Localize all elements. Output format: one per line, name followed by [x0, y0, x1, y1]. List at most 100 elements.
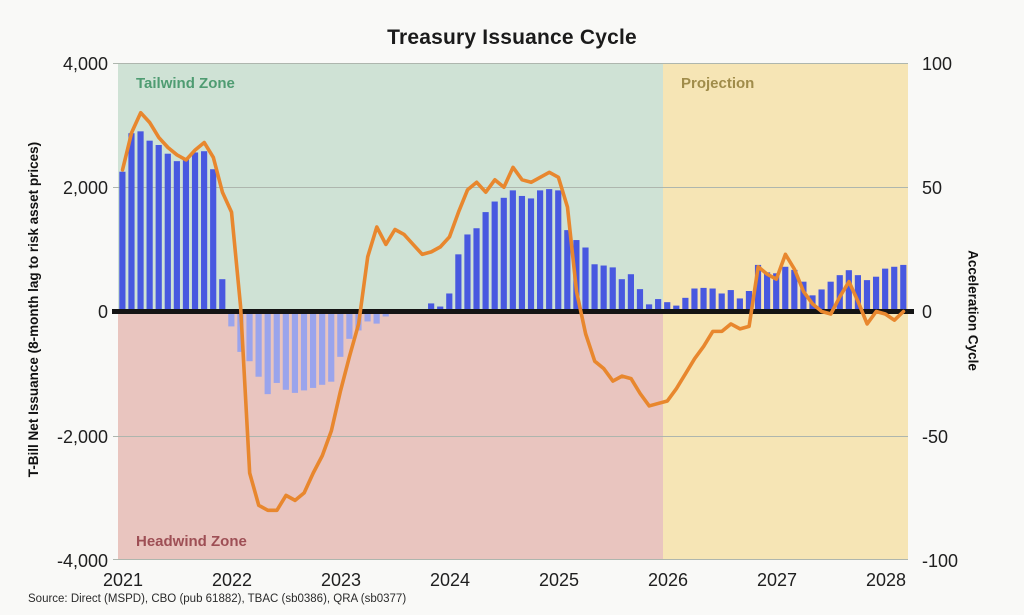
issuance-bar: [827, 281, 834, 312]
xtick-2023: 2023: [320, 570, 362, 590]
issuance-bar: [128, 133, 135, 312]
xtick-2024: 2024: [429, 570, 471, 590]
issuance-bar: [146, 140, 153, 312]
issuance-bar: [137, 131, 144, 312]
issuance-bar: [645, 304, 653, 312]
right-ytick-0: 0: [922, 302, 933, 322]
projection-zone-label: Projection: [681, 75, 755, 92]
issuance-bar: [264, 311, 271, 395]
issuance-bar: [600, 265, 607, 312]
gridline-minus-2000: [113, 436, 908, 437]
issuance-bar: [491, 201, 498, 312]
xtick-2022: 2022: [211, 570, 253, 590]
issuance-bar: [591, 264, 598, 312]
issuance-bar: [564, 230, 571, 312]
issuance-bar: [782, 266, 789, 312]
issuance-bar: [182, 159, 190, 312]
issuance-bar: [527, 198, 535, 312]
issuance-bar: [818, 289, 825, 312]
issuance-bar: [455, 254, 462, 312]
headwind-zone-label: Headwind Zone: [136, 533, 247, 550]
issuance-bar: [255, 311, 262, 377]
issuance-bar: [219, 279, 226, 312]
issuance-bar: [754, 264, 762, 312]
issuance-bar: [800, 281, 807, 312]
issuance-bar: [337, 311, 344, 357]
issuance-bar: [300, 311, 308, 391]
issuance-bar: [428, 303, 435, 312]
gridline-top: [113, 63, 908, 64]
issuance-bar: [119, 171, 126, 312]
right-ytick-m100: -100: [922, 551, 959, 571]
issuance-bar: [673, 305, 680, 312]
right-ytick-100: 100: [922, 54, 953, 74]
issuance-bar: [500, 197, 507, 312]
issuance-bar: [736, 298, 743, 312]
issuance-bar: [546, 189, 553, 312]
issuance-bar: [618, 279, 625, 312]
xtick-2025: 2025: [538, 570, 580, 590]
issuance-bar: [228, 311, 235, 327]
xtick-2021: 2021: [102, 570, 144, 590]
issuance-bar: [627, 274, 634, 312]
left-ytick-2000: 2,000: [62, 178, 108, 198]
issuance-bar: [155, 145, 162, 312]
issuance-bar: [164, 153, 171, 312]
left-ytick-0: 0: [97, 302, 108, 322]
issuance-bar: [664, 302, 671, 312]
right-ytick-m50: -50: [922, 427, 949, 447]
issuance-bar: [791, 269, 798, 312]
issuance-bar: [845, 270, 852, 312]
issuance-bar: [210, 169, 217, 312]
xtick-2028: 2028: [865, 570, 907, 590]
issuance-bar: [745, 291, 753, 312]
issuance-bar: [900, 264, 907, 312]
gridline-plus-2000: [113, 187, 908, 188]
issuance-bar: [709, 288, 716, 312]
xtick-2027: 2027: [756, 570, 798, 590]
issuance-bar: [373, 311, 380, 324]
issuance-bar: [582, 247, 589, 312]
issuance-bar: [537, 190, 544, 312]
issuance-bar: [836, 275, 843, 312]
issuance-bar: [636, 289, 644, 312]
issuance-bar: [609, 267, 616, 312]
issuance-bar: [473, 228, 480, 312]
acceleration-cycle-line: [120, 110, 906, 513]
right-ytick-50: 50: [922, 178, 943, 198]
issuance-bar: [191, 152, 199, 312]
source-note: Source: Direct (MSPD), CBO (pub 61882), …: [28, 593, 407, 605]
tailwind-zone-label: Tailwind Zone: [136, 75, 235, 92]
issuance-bar: [691, 288, 698, 312]
issuance-bar: [863, 280, 871, 312]
issuance-bar: [482, 212, 489, 312]
issuance-bar: [555, 190, 562, 312]
right-axis-title: Acceleration Cycle: [965, 250, 981, 371]
issuance-bar: [309, 311, 317, 388]
left-ytick-m4000: -4,000: [56, 551, 108, 571]
issuance-bar: [246, 311, 253, 362]
issuance-bar: [773, 273, 780, 312]
issuance-bar: [854, 275, 861, 312]
xtick-2026: 2026: [647, 570, 689, 590]
issuance-bar: [891, 266, 898, 312]
zero-line: [112, 309, 914, 314]
left-ytick-m2000: -2,000: [56, 427, 108, 447]
issuance-bar: [700, 287, 707, 312]
issuance-bar: [328, 311, 335, 382]
issuance-bar: [682, 297, 689, 312]
chart-plot: [112, 110, 914, 513]
issuance-bar: [718, 293, 725, 312]
gridline-bottom: [113, 559, 908, 560]
issuance-bar: [201, 151, 208, 312]
issuance-bar: [655, 299, 662, 312]
issuance-bar: [346, 311, 353, 339]
issuance-bar: [282, 311, 289, 390]
issuance-bar: [872, 276, 880, 312]
issuance-bar: [446, 293, 453, 312]
issuance-bar: [464, 234, 471, 312]
issuance-bar: [727, 290, 734, 312]
issuance-bar: [319, 311, 326, 385]
issuance-bar: [273, 311, 280, 383]
